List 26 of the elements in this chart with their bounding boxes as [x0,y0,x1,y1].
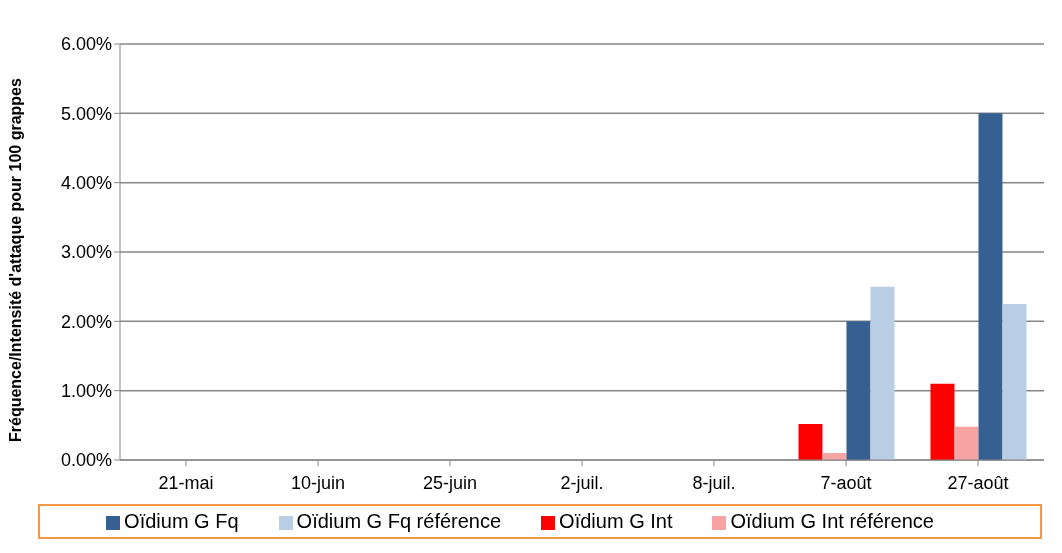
bar [930,383,955,460]
legend-label: Oïdium G Int [559,510,673,532]
y-tick-label: 6.00% [60,34,112,55]
bar [1002,304,1027,460]
x-tick-label: 2-juil. [560,472,604,493]
legend-label: Oïdium G Fq référence [296,510,502,532]
x-tick-label: 21-mai [158,472,214,493]
bar [798,423,823,460]
y-axis-title: Fréquence/Intensité d'attaque pour 100 grappes [6,78,24,442]
bar [978,113,1003,460]
bar [870,286,895,460]
x-tick-label: 25-juin [422,472,478,493]
y-tick-label: 3.00% [60,242,112,263]
y-tick-label: 0.00% [60,450,112,471]
legend-label: Oïdium G Fq [124,510,239,532]
bar [846,321,871,460]
x-tick-label: 27-août [947,472,1009,493]
legend-label: Oïdium G Int référence [730,510,934,532]
x-tick-label: 7-août [820,472,872,493]
y-tick-label: 5.00% [60,103,112,124]
y-tick-label: 1.00% [60,381,112,402]
x-tick-label: 10-juin [290,472,346,493]
y-tick-label: 4.00% [60,173,112,194]
bar [954,426,979,460]
y-tick-label: 2.00% [60,311,112,332]
x-tick-label: 8-juil. [692,472,736,493]
